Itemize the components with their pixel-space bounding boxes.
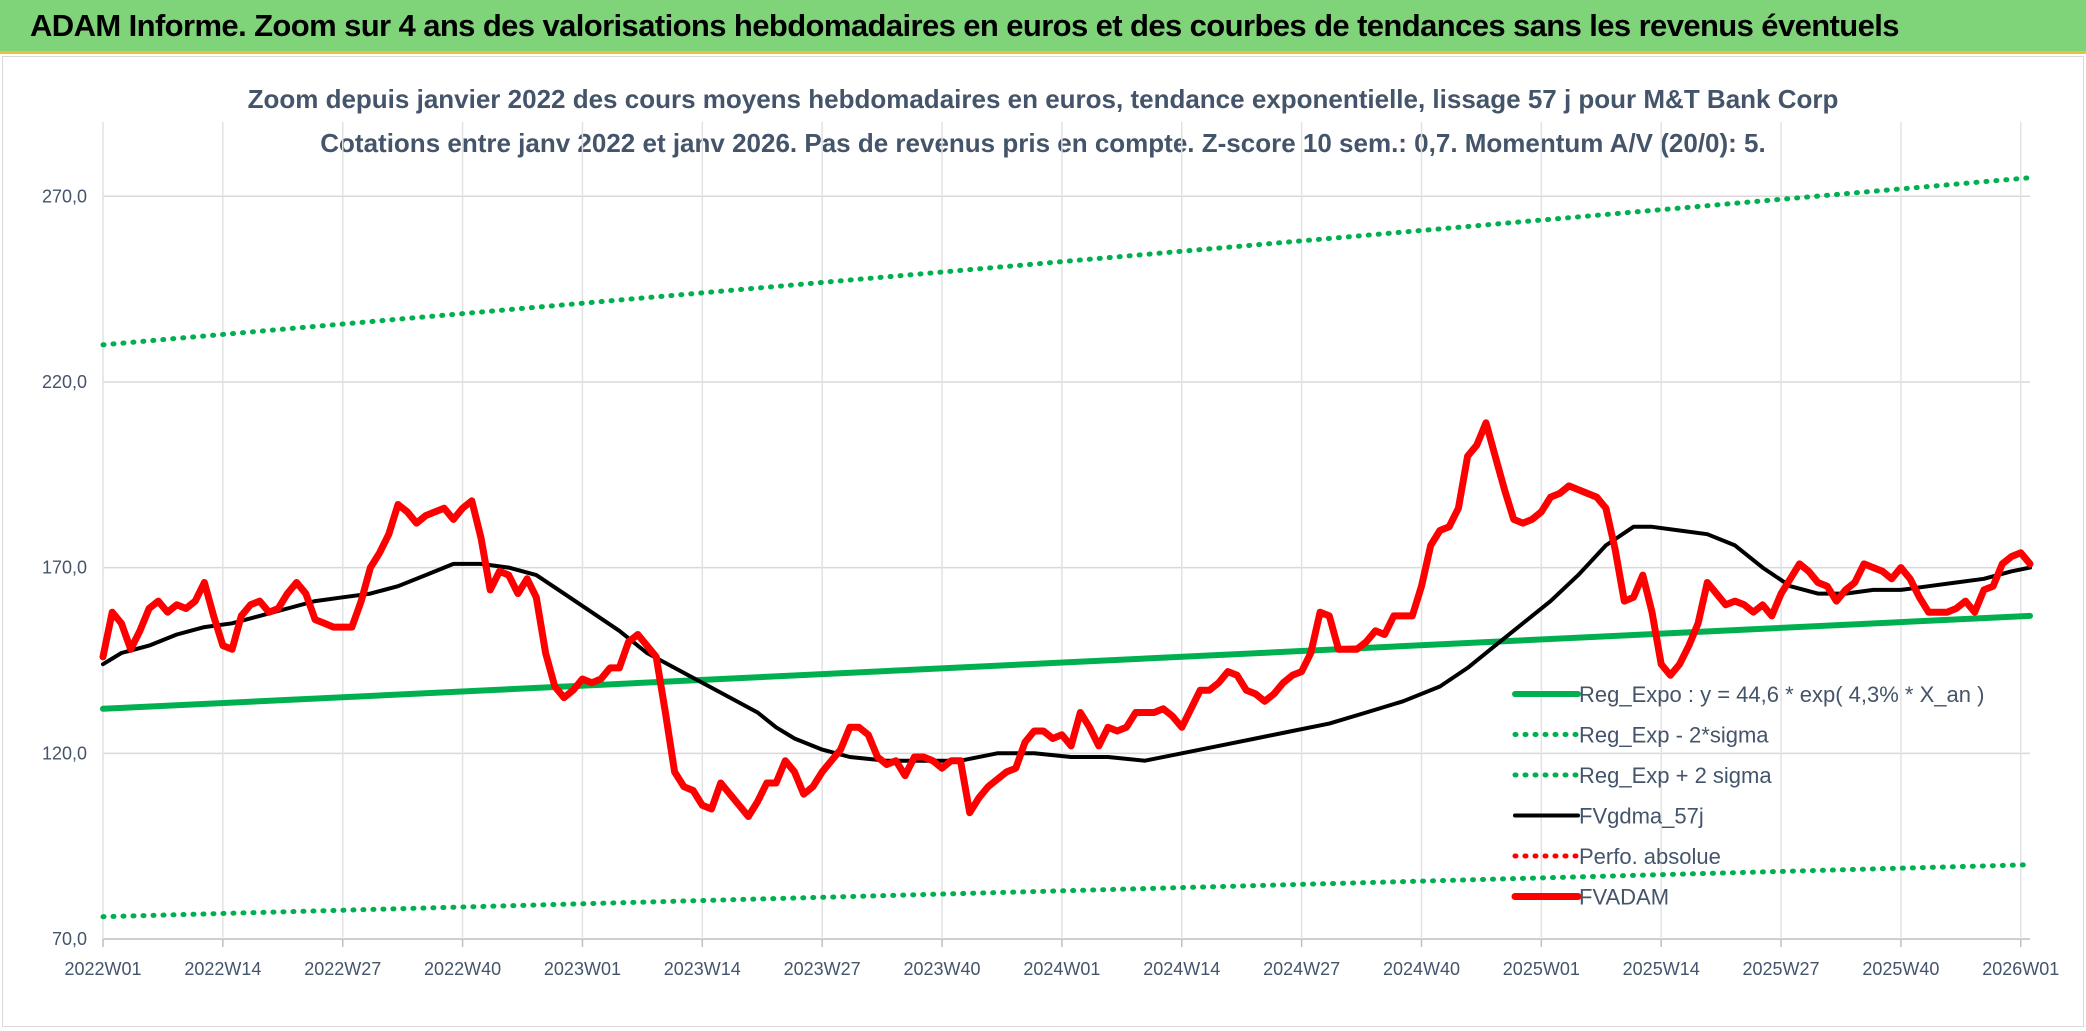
x-tick-label: 2025W01 [1503, 959, 1580, 979]
legend-label: FVADAM [1579, 885, 1669, 910]
x-tick-label: 2024W40 [1383, 959, 1460, 979]
chart-frame [2, 56, 2084, 1027]
x-tick-label: 2025W14 [1623, 959, 1700, 979]
y-tick-label: 270,0 [42, 186, 87, 206]
x-tick-label: 2022W01 [64, 959, 141, 979]
legend: Reg_Expo : y = 44,6 * exp( 4,3% * X_an )… [1511, 682, 1984, 910]
x-tick-label: 2023W14 [664, 959, 741, 979]
x-tick-label: 2022W27 [304, 959, 381, 979]
x-tick-label: 2023W40 [903, 959, 980, 979]
x-tick-label: 2022W40 [424, 959, 501, 979]
grid-layer [102, 122, 2030, 947]
legend-label: Reg_Exp - 2*sigma [1579, 723, 1769, 748]
chart-title: Zoom depuis janvier 2022 des cours moyen… [248, 84, 1839, 114]
x-tick-label: 2025W27 [1743, 959, 1820, 979]
x-tick-label: 2022W14 [184, 959, 261, 979]
y-tick-label: 70,0 [52, 929, 87, 949]
legend-label: Perfo. absolue [1579, 844, 1721, 869]
x-tick-label: 2025W40 [1862, 959, 1939, 979]
x-tick-label: 2023W27 [784, 959, 861, 979]
series-line-2 [100, 175, 2033, 348]
report-title: ADAM Informe. Zoom sur 4 ans des valoris… [30, 8, 1900, 43]
x-tick-label: 2023W01 [544, 959, 621, 979]
report-banner: ADAM Informe. Zoom sur 4 ans des valoris… [0, 0, 2086, 54]
legend-label: Reg_Exp + 2 sigma [1579, 763, 1772, 788]
series-layer [99, 175, 2034, 920]
series-line-0 [100, 612, 2033, 712]
x-tick-label: 2024W27 [1263, 959, 1340, 979]
series-line-1 [100, 862, 2033, 920]
legend-label: FVgdma_57j [1579, 804, 1704, 829]
series-line-3 [101, 524, 2032, 763]
chart-subtitle: Cotations entre janv 2022 et janv 2026. … [320, 128, 1765, 158]
series-line-5 [99, 419, 2034, 820]
y-tick-label: 170,0 [42, 558, 87, 578]
x-tick-label: 2024W14 [1143, 959, 1220, 979]
y-tick-label: 120,0 [42, 743, 87, 763]
tick-layer: 270,0 220,0 170,0 120,0 70,0 2022W01 2022W14 20… [42, 186, 2059, 979]
x-tick-label: 2026W01 [1982, 959, 2059, 979]
x-tick-label: 2024W01 [1023, 959, 1100, 979]
legend-label: Reg_Expo : y = 44,6 * exp( 4,3% * X_an ) [1579, 682, 1984, 707]
y-tick-label: 220,0 [42, 372, 87, 392]
